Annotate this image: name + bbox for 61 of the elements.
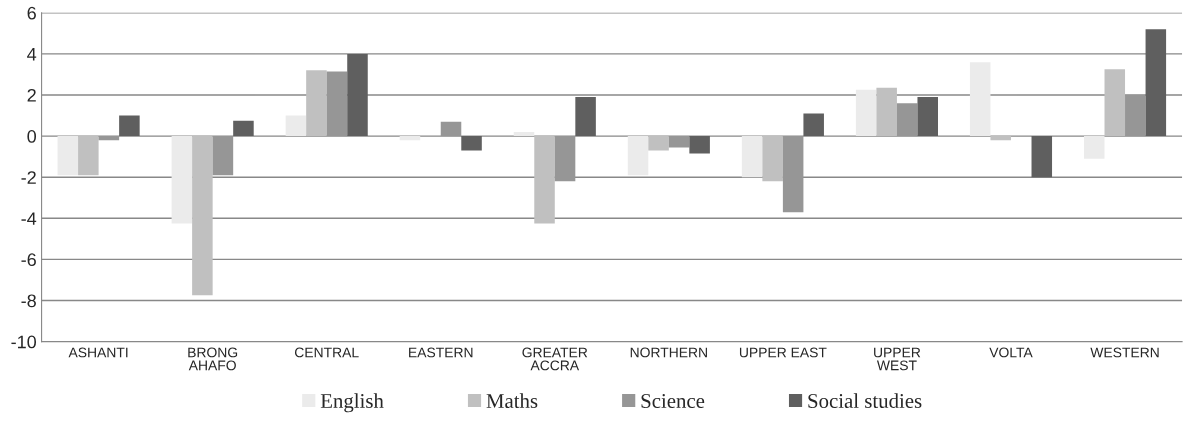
bar (326, 71, 348, 137)
bar (119, 115, 140, 137)
bar (876, 87, 897, 137)
bar (689, 136, 710, 154)
bar (534, 136, 555, 224)
bar (57, 136, 79, 176)
bar (440, 121, 462, 137)
y-tick-label: -10 (11, 335, 37, 349)
bar (803, 113, 824, 137)
bar (648, 136, 669, 151)
bar (554, 136, 576, 182)
bar (1145, 29, 1167, 137)
bar (212, 136, 234, 176)
bar (1125, 95, 1146, 137)
x-tick-label: ASHANTI (68, 347, 128, 358)
bar (399, 136, 421, 141)
bar (306, 70, 327, 137)
bar (782, 136, 804, 213)
legend-label: Social studies (808, 393, 922, 409)
bar (990, 136, 1011, 141)
x-tick-label: UPPER EAST (739, 347, 827, 358)
x-tick-label: VOLTA (989, 347, 1033, 358)
y-tick-label: 6 (27, 6, 36, 20)
x-tick-label: CENTRAL (294, 347, 359, 358)
bar (347, 53, 368, 137)
y-tick-label: -2 (21, 171, 36, 184)
bar (98, 136, 120, 141)
bar (627, 136, 649, 176)
bar (575, 97, 596, 137)
bar (762, 136, 783, 182)
bar (233, 120, 254, 137)
y-tick-label: 2 (27, 88, 36, 102)
bar (1083, 136, 1105, 159)
x-tick-label: BRONG AHAFO (188, 347, 238, 371)
x-tick-label: NORTHERN (630, 347, 707, 358)
bar (78, 136, 99, 176)
legend-label: Science (641, 394, 705, 409)
bar (668, 136, 690, 148)
bar (285, 115, 307, 137)
bar (969, 62, 991, 137)
bar (896, 103, 918, 137)
bar (1104, 69, 1126, 137)
bar (513, 132, 535, 137)
bar (917, 97, 938, 137)
bar (461, 136, 482, 151)
y-tick-label: -8 (21, 294, 36, 308)
bar (192, 136, 213, 296)
bar (171, 136, 193, 224)
bar (855, 89, 877, 137)
y-tick-label: -6 (21, 253, 36, 267)
y-tick-label: 0 (27, 130, 37, 143)
x-tick-label: GREATER ACCRA (522, 347, 588, 371)
x-tick-label: UPPER WEST (874, 347, 921, 371)
y-tick-label: -4 (21, 212, 37, 225)
x-tick-label: EASTERN (409, 347, 473, 358)
x-tick-label: WESTERN (1090, 347, 1159, 358)
bar (1031, 136, 1053, 178)
legend-label: English (320, 393, 384, 413)
y-tick-label: 4 (27, 48, 37, 61)
bar (741, 136, 763, 178)
legend-label: Maths (486, 393, 538, 409)
